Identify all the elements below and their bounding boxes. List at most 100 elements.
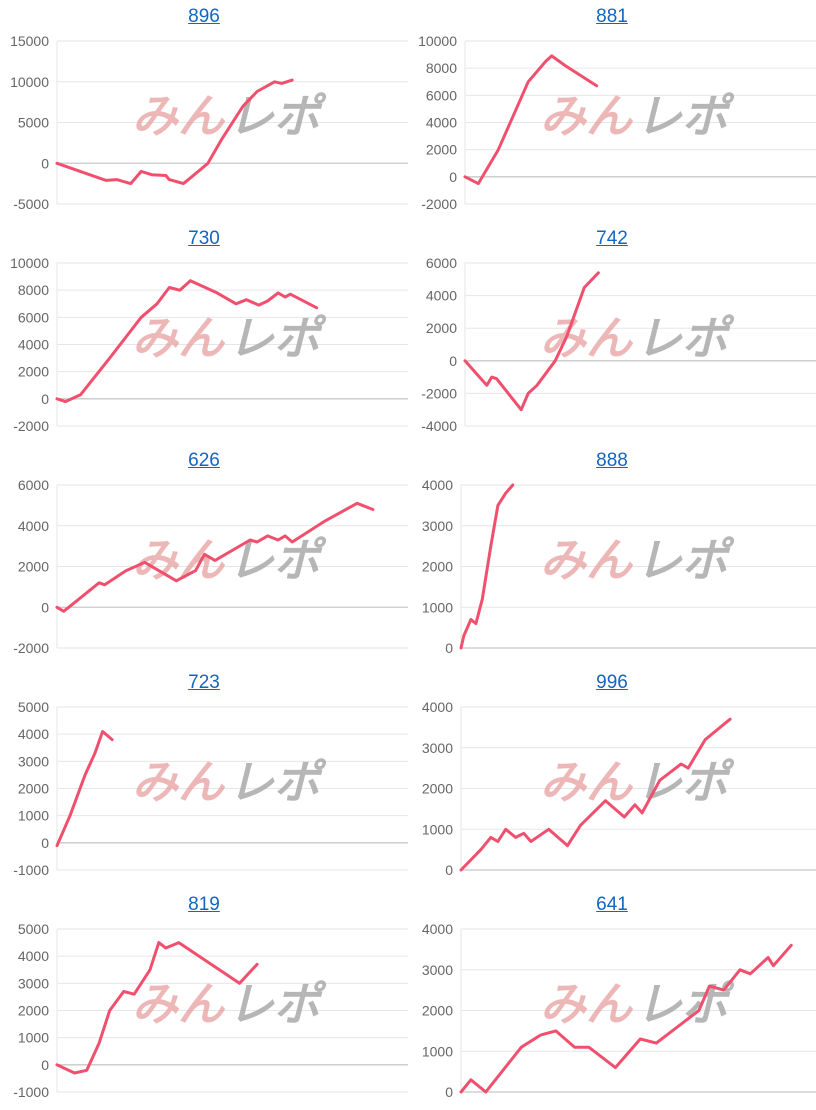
y-tick-label: 1000 — [422, 821, 453, 837]
chart-title-link[interactable]: 996 — [596, 672, 628, 693]
y-tick-label: 2000 — [422, 1003, 453, 1019]
y-tick-label: 8000 — [426, 60, 457, 76]
watermark-logo: レポ — [228, 755, 327, 809]
watermark-logo: みん — [540, 311, 634, 365]
y-tick-label: 3000 — [422, 518, 453, 534]
y-tick-label: 4000 — [422, 477, 453, 493]
y-tick-label: 0 — [449, 169, 457, 185]
chart-730: 730 -2000 0 2000 4000 6000 8000 10000 みん レポ — [0, 222, 408, 444]
y-tick-label: 6000 — [426, 255, 457, 271]
y-tick-label: 6000 — [426, 87, 457, 103]
chart-plot: 0 1000 2000 3000 4000 みん レポ — [422, 921, 816, 1100]
y-tick-label: -1000 — [13, 862, 49, 878]
y-tick-label: 4000 — [18, 518, 49, 534]
y-tick-label: 1000 — [422, 599, 453, 615]
series-line — [55, 730, 114, 848]
y-tick-label: 4000 — [18, 726, 49, 742]
chart-title-link[interactable]: 742 — [596, 228, 628, 249]
chart-742: 742 -4000 -2000 0 2000 4000 6000 みん レポ — [408, 222, 816, 444]
chart-626: 626 -2000 0 2000 4000 6000 みん レポ — [0, 444, 408, 666]
y-tick-label: 5000 — [18, 921, 49, 937]
chart-title-link[interactable]: 819 — [188, 894, 220, 915]
chart-title-link[interactable]: 723 — [188, 672, 220, 693]
chart-plot: -2000 0 2000 4000 6000 8000 10000 みん レポ — [10, 255, 408, 434]
y-tick-label: 4000 — [422, 699, 453, 715]
y-tick-label: 3000 — [18, 753, 49, 769]
y-tick-label: 2000 — [422, 781, 453, 797]
y-tick-label: -2000 — [13, 418, 49, 434]
series-line — [55, 941, 259, 1075]
chart-plot: -1000 0 1000 2000 3000 4000 5000 みん レポ — [13, 921, 408, 1100]
watermark-logo: みん — [132, 89, 226, 143]
y-tick-label: 4000 — [18, 337, 49, 353]
chart-title-link[interactable]: 881 — [596, 6, 628, 27]
watermark-logo: レポ — [228, 311, 327, 365]
watermark-logo: レポ — [636, 533, 735, 587]
y-tick-label: -5000 — [13, 196, 49, 212]
chart-plot: -5000 0 5000 10000 15000 みん レポ — [10, 33, 408, 212]
chart-881: 881 -2000 0 2000 4000 6000 8000 10000 みん レポ — [408, 0, 816, 222]
watermark-logo: レポ — [636, 755, 735, 809]
series-line — [459, 943, 793, 1094]
series-line — [459, 483, 515, 650]
chart-plot: -1000 0 1000 2000 3000 4000 5000 みん レポ — [13, 699, 408, 878]
y-tick-label: 0 — [445, 1084, 453, 1100]
y-tick-label: 4000 — [422, 921, 453, 937]
y-tick-label: 10000 — [418, 33, 457, 49]
chart-888: 888 0 1000 2000 3000 4000 みん レポ — [408, 444, 816, 666]
y-tick-label: 2000 — [426, 142, 457, 158]
y-tick-label: 1000 — [18, 808, 49, 824]
chart-723: 723 -1000 0 1000 2000 3000 4000 5000 みん レポ — [0, 666, 408, 888]
y-tick-label: 0 — [445, 640, 453, 656]
chart-title-link[interactable]: 896 — [188, 6, 220, 27]
watermark-logo: みん — [132, 755, 226, 809]
watermark-logo: レポ — [636, 89, 735, 143]
chart-title-link[interactable]: 730 — [188, 228, 220, 249]
chart-996: 996 0 1000 2000 3000 4000 みん レポ — [408, 666, 816, 888]
watermark-logo: みん — [540, 89, 634, 143]
chart-plot: 0 1000 2000 3000 4000 みん レポ — [422, 477, 816, 656]
watermark-logo: レポ — [636, 311, 735, 365]
y-tick-label: 2000 — [426, 320, 457, 336]
y-tick-label: -2000 — [421, 196, 457, 212]
y-tick-label: 1000 — [422, 1043, 453, 1059]
chart-title-link[interactable]: 641 — [596, 894, 628, 915]
chart-896: 896 -5000 0 5000 10000 15000 みん レポ — [0, 0, 408, 222]
y-tick-label: 4000 — [18, 948, 49, 964]
y-tick-label: 5000 — [18, 115, 49, 131]
watermark-logo: レポ — [228, 89, 327, 143]
y-tick-label: 0 — [41, 391, 49, 407]
series-line — [459, 717, 732, 872]
y-tick-label: 3000 — [18, 975, 49, 991]
y-tick-label: 1000 — [18, 1030, 49, 1046]
chart-title-link[interactable]: 888 — [596, 450, 628, 471]
y-tick-label: 0 — [41, 1057, 49, 1073]
y-tick-label: 2000 — [18, 781, 49, 797]
series-line — [55, 501, 375, 613]
chart-plot: -2000 0 2000 4000 6000 8000 10000 みん レポ — [418, 33, 816, 212]
chart-title-link[interactable]: 626 — [188, 450, 220, 471]
y-tick-label: -2000 — [13, 640, 49, 656]
watermark-logo: レポ — [636, 977, 735, 1031]
series-line — [463, 271, 600, 412]
y-tick-label: 3000 — [422, 962, 453, 978]
watermark-logo: みん — [132, 977, 226, 1031]
y-tick-label: 0 — [449, 353, 457, 369]
watermark-logo: みん — [540, 755, 634, 809]
y-tick-label: 2000 — [422, 559, 453, 575]
chart-plot: 0 1000 2000 3000 4000 みん レポ — [422, 699, 816, 878]
y-tick-label: 2000 — [18, 559, 49, 575]
y-tick-label: 4000 — [426, 115, 457, 131]
y-tick-label: 2000 — [18, 364, 49, 380]
chart-641: 641 0 1000 2000 3000 4000 みん レポ — [408, 888, 816, 1110]
y-tick-label: 4000 — [426, 288, 457, 304]
watermark-logo: みん — [132, 311, 226, 365]
watermark-logo: レポ — [228, 977, 327, 1031]
y-tick-label: 0 — [41, 599, 49, 615]
chart-819: 819 -1000 0 1000 2000 3000 4000 5000 みん レポ — [0, 888, 408, 1110]
watermark-logo: みん — [540, 533, 634, 587]
series-line — [463, 54, 599, 186]
chart-plot: -4000 -2000 0 2000 4000 6000 みん レポ — [421, 255, 816, 434]
y-tick-label: 0 — [41, 155, 49, 171]
